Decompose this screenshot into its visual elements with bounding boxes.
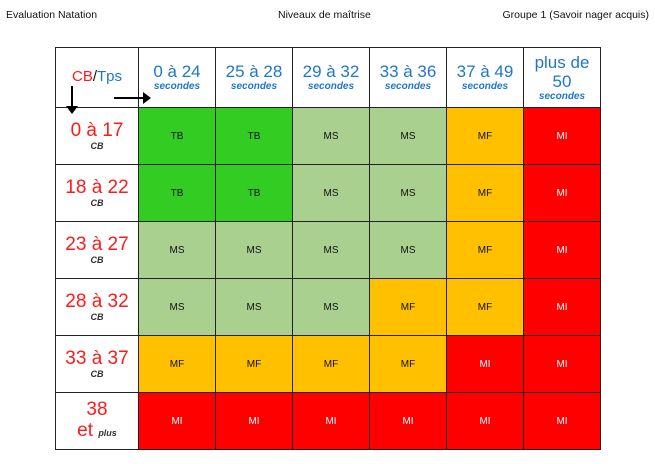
level-cell: MS <box>369 164 447 222</box>
table-row: 23 à 27 CB MS MS MS MS MF MI <box>55 221 601 279</box>
level-cell: MF <box>369 335 447 393</box>
table-row: 18 à 22 CB TB TB MS MS MF MI <box>55 164 601 222</box>
level-cell: MI <box>138 392 216 450</box>
column-header: 33 à 36 secondes <box>369 47 447 108</box>
level-cell: MF <box>292 335 370 393</box>
level-cell: MI <box>523 164 601 222</box>
level-cell: MS <box>138 221 216 279</box>
level-cell: MF <box>446 107 524 165</box>
level-cell: TB <box>215 164 293 222</box>
level-cell: MI <box>215 392 293 450</box>
level-cell: MS <box>292 107 370 165</box>
arrow-down-icon <box>66 86 78 114</box>
level-cell: MI <box>523 221 601 279</box>
arrow-right-icon <box>114 92 151 104</box>
column-header: 0 à 24 secondes <box>138 47 216 108</box>
table-row: 33 à 37 CB MF MF MF MF MI MI <box>55 335 601 393</box>
level-cell: MS <box>292 164 370 222</box>
mastery-table: CB/Tps 0 à 24 secondes 25 à 28 secondes 29… <box>55 47 601 450</box>
row-header: 28 à 32 CB <box>55 278 139 336</box>
level-cell: MI <box>523 335 601 393</box>
column-header: 25 à 28 secondes <box>215 47 293 108</box>
level-cell: TB <box>138 164 216 222</box>
level-cell: TB <box>138 107 216 165</box>
level-cell: MF <box>446 221 524 279</box>
row-header: 0 à 17 CB <box>55 107 139 165</box>
table-row: 28 à 32 CB MS MS MS MF MF MI <box>55 278 601 336</box>
level-cell: MI <box>523 392 601 450</box>
level-cell: MF <box>446 164 524 222</box>
column-header: 29 à 32 secondes <box>292 47 370 108</box>
level-cell: MI <box>523 278 601 336</box>
level-cell: MF <box>138 335 216 393</box>
cb-label: CB <box>72 68 93 85</box>
level-cell: MS <box>369 221 447 279</box>
level-cell: MS <box>369 107 447 165</box>
level-cell: TB <box>215 107 293 165</box>
level-cell: MI <box>292 392 370 450</box>
tps-label: Tps <box>97 68 123 85</box>
level-cell: MS <box>215 278 293 336</box>
group-label: Groupe 1 (Savoir nager acquis) <box>502 9 650 21</box>
table-row: 38 et plus MI MI MI MI MI MI <box>55 392 601 450</box>
document-title: Evaluation Natation <box>6 9 98 21</box>
row-header: 23 à 27 CB <box>55 221 139 279</box>
table-row: 0 à 17 CB TB TB MS MS MF MI <box>55 107 601 165</box>
section-title: Niveaux de maîtrise <box>278 9 371 21</box>
level-cell: MS <box>215 221 293 279</box>
level-cell: MF <box>215 335 293 393</box>
corner-cell: CB/Tps <box>55 47 151 114</box>
level-cell: MS <box>292 221 370 279</box>
row-header: 18 à 22 CB <box>55 164 139 222</box>
level-cell: MF <box>369 278 447 336</box>
level-cell: MI <box>523 107 601 165</box>
header-row: CB/Tps 0 à 24 secondes 25 à 28 secondes 29… <box>55 47 601 114</box>
column-header: 37 à 49 secondes <box>446 47 524 108</box>
level-cell: MI <box>446 335 524 393</box>
level-cell: MI <box>369 392 447 450</box>
level-cell: MI <box>446 392 524 450</box>
row-header: 33 à 37 CB <box>55 335 139 393</box>
level-cell: MS <box>138 278 216 336</box>
level-cell: MS <box>292 278 370 336</box>
level-cell: MF <box>446 278 524 336</box>
row-header: 38 et plus <box>55 392 139 450</box>
column-header: plus de 50 secondes <box>523 47 601 108</box>
